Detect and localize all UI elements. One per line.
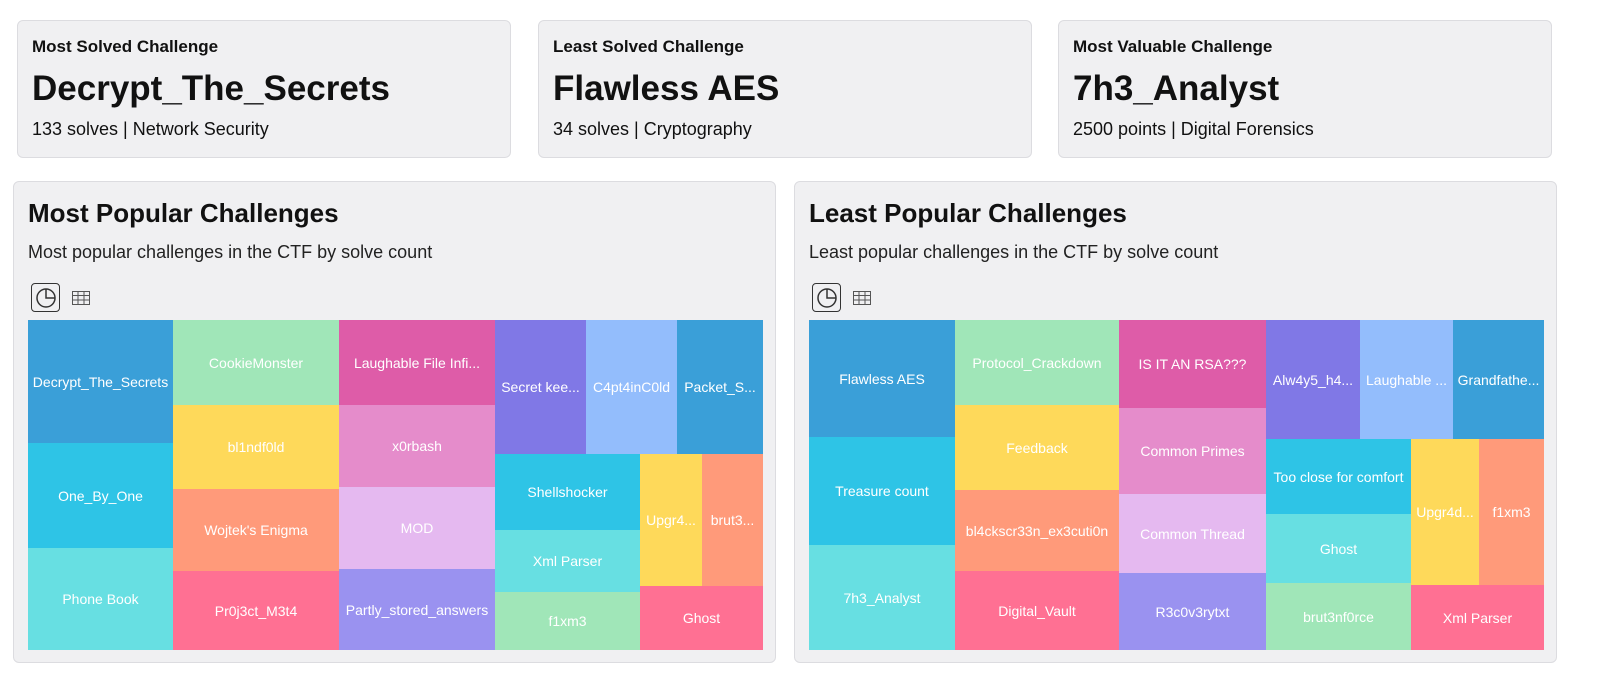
treemap-tile[interactable]: brut3nf0rce xyxy=(1266,583,1411,650)
pie-chart-icon xyxy=(35,287,56,308)
treemap-tile[interactable]: Feedback xyxy=(955,405,1119,490)
treemap-tile[interactable]: Common Primes xyxy=(1119,408,1266,494)
treemap-tile[interactable]: One_By_One xyxy=(28,443,173,548)
treemap-tile[interactable]: Upgr4... xyxy=(640,454,702,586)
treemap-tile[interactable]: Ghost xyxy=(1266,514,1411,583)
treemap-tile[interactable]: CookieMonster xyxy=(173,320,339,405)
treemap-tile[interactable]: x0rbash xyxy=(339,405,495,487)
treemap-tile[interactable]: R3c0v3rytxt xyxy=(1119,573,1266,650)
treemap-tile[interactable]: Laughable File Infi... xyxy=(339,320,495,405)
panel-description: Most popular challenges in the CTF by so… xyxy=(28,242,433,262)
treemap-tile[interactable]: Phone Book xyxy=(28,548,173,650)
stat-label: Least Solved Challenge xyxy=(553,37,744,56)
treemap-tile[interactable]: IS IT AN RSA??? xyxy=(1119,320,1266,408)
treemap-tile[interactable]: Pr0j3ct_M3t4 xyxy=(173,571,339,650)
treemap-tile[interactable]: f1xm3 xyxy=(1479,439,1544,585)
table-view-button[interactable] xyxy=(66,283,95,312)
table-icon xyxy=(852,290,871,305)
chart-view-button[interactable] xyxy=(31,283,60,312)
stat-card-most-valuable: Most Valuable Challenge 7h3_Analyst 2500… xyxy=(1058,20,1552,158)
treemap-tile[interactable]: Digital_Vault xyxy=(955,571,1119,650)
treemap-tile[interactable]: Partly_stored_answers xyxy=(339,569,495,650)
stat-value: Flawless AES xyxy=(553,69,780,108)
treemap-tile[interactable]: f1xm3 xyxy=(495,592,640,650)
panel-title: Least Popular Challenges xyxy=(809,198,1127,228)
treemap-tile[interactable]: Wojtek's Enigma xyxy=(173,489,339,571)
treemap-tile[interactable]: Shellshocker xyxy=(495,454,640,530)
stat-value: 7h3_Analyst xyxy=(1073,69,1280,108)
stat-sub: 2500 points | Digital Forensics xyxy=(1073,119,1314,139)
treemap-tile[interactable]: brut3... xyxy=(702,454,763,586)
treemap-tile[interactable]: Protocol_Crackdown xyxy=(955,320,1119,405)
panel-title: Most Popular Challenges xyxy=(28,198,339,228)
most-popular-panel: Most Popular Challenges Most popular cha… xyxy=(13,181,776,663)
least-popular-panel: Least Popular Challenges Least popular c… xyxy=(794,181,1557,663)
table-view-button[interactable] xyxy=(847,283,876,312)
treemap-tile[interactable]: Flawless AES xyxy=(809,320,955,437)
treemap-tile[interactable]: Xml Parser xyxy=(1411,585,1544,650)
treemap-tile[interactable]: Common Thread xyxy=(1119,494,1266,573)
treemap-tile[interactable]: 7h3_Analyst xyxy=(809,545,955,650)
treemap-tile[interactable]: Decrypt_The_Secrets xyxy=(28,320,173,443)
treemap-tile[interactable]: Too close for comfort xyxy=(1266,439,1411,514)
treemap-tile[interactable]: bl1ndf0ld xyxy=(173,405,339,489)
treemap-tile[interactable]: Treasure count xyxy=(809,437,955,545)
treemap-tile[interactable]: MOD xyxy=(339,487,495,569)
treemap-tile[interactable]: C4pt4inC0ld xyxy=(586,320,677,454)
stat-sub: 34 solves | Cryptography xyxy=(553,119,752,139)
treemap-tile[interactable]: Packet_S... xyxy=(677,320,763,454)
treemap-tile[interactable]: bl4ckscr33n_ex3cuti0n xyxy=(955,490,1119,571)
stat-label: Most Solved Challenge xyxy=(32,37,219,56)
stat-value: Decrypt_The_Secrets xyxy=(32,69,390,108)
treemap-tile[interactable]: Laughable ... xyxy=(1360,320,1453,439)
panel-description: Least popular challenges in the CTF by s… xyxy=(809,242,1219,262)
treemap-tile[interactable]: Ghost xyxy=(640,586,763,650)
chart-view-button[interactable] xyxy=(812,283,841,312)
treemap-tile[interactable]: Secret kee... xyxy=(495,320,586,454)
treemap-tile[interactable]: Xml Parser xyxy=(495,530,640,592)
stat-card-least-solved: Least Solved Challenge Flawless AES 34 s… xyxy=(538,20,1032,158)
pie-chart-icon xyxy=(816,287,837,308)
least-popular-treemap: Flawless AES Treasure count 7h3_Analyst Pro… xyxy=(809,320,1544,650)
stat-card-most-solved: Most Solved Challenge Decrypt_The_Secret… xyxy=(17,20,511,158)
most-popular-treemap: Decrypt_The_Secrets One_By_One Phone Book C… xyxy=(28,320,763,650)
table-icon xyxy=(71,290,90,305)
treemap-tile[interactable]: Upgr4d... xyxy=(1411,439,1479,585)
stat-sub: 133 solves | Network Security xyxy=(32,119,269,139)
treemap-tile[interactable]: Grandfathe... xyxy=(1453,320,1544,439)
treemap-tile[interactable]: Alw4y5_h4... xyxy=(1266,320,1360,439)
stat-label: Most Valuable Challenge xyxy=(1073,37,1273,56)
